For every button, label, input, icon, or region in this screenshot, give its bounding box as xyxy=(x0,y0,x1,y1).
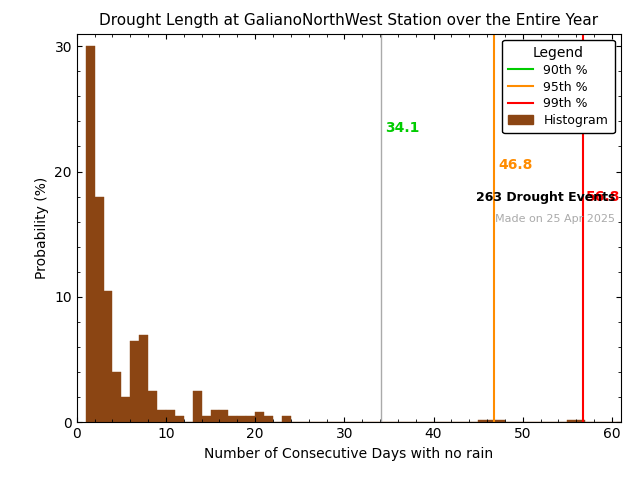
Bar xyxy=(264,416,273,422)
Bar xyxy=(282,416,291,422)
Text: 34.1: 34.1 xyxy=(385,120,420,135)
Bar xyxy=(237,416,246,422)
Bar xyxy=(148,391,157,422)
Bar xyxy=(255,412,264,422)
Bar xyxy=(202,416,211,422)
Text: 56.8: 56.8 xyxy=(586,190,620,204)
Bar xyxy=(220,410,228,422)
Legend: 90th %, 95th %, 99th %, Histogram: 90th %, 95th %, 99th %, Histogram xyxy=(502,40,614,133)
Bar xyxy=(487,420,496,422)
Bar xyxy=(496,420,505,422)
X-axis label: Number of Consecutive Days with no rain: Number of Consecutive Days with no rain xyxy=(204,447,493,461)
Bar xyxy=(131,341,140,422)
Bar xyxy=(140,335,148,422)
Bar xyxy=(122,397,131,422)
Bar xyxy=(175,416,184,422)
Y-axis label: Probability (%): Probability (%) xyxy=(35,177,49,279)
Bar xyxy=(211,410,220,422)
Text: 46.8: 46.8 xyxy=(499,158,533,172)
Bar xyxy=(193,391,202,422)
Text: 263 Drought Events: 263 Drought Events xyxy=(476,191,615,204)
Bar xyxy=(576,420,585,422)
Bar xyxy=(228,416,237,422)
Bar xyxy=(95,197,104,422)
Bar xyxy=(567,420,576,422)
Bar xyxy=(86,46,95,422)
Title: Drought Length at GalianoNorthWest Station over the Entire Year: Drought Length at GalianoNorthWest Stati… xyxy=(99,13,598,28)
Bar xyxy=(104,291,113,422)
Text: Made on 25 Apr 2025: Made on 25 Apr 2025 xyxy=(495,215,615,224)
Bar xyxy=(166,410,175,422)
Bar xyxy=(478,420,487,422)
Bar xyxy=(157,410,166,422)
Bar xyxy=(113,372,122,422)
Bar xyxy=(246,416,255,422)
